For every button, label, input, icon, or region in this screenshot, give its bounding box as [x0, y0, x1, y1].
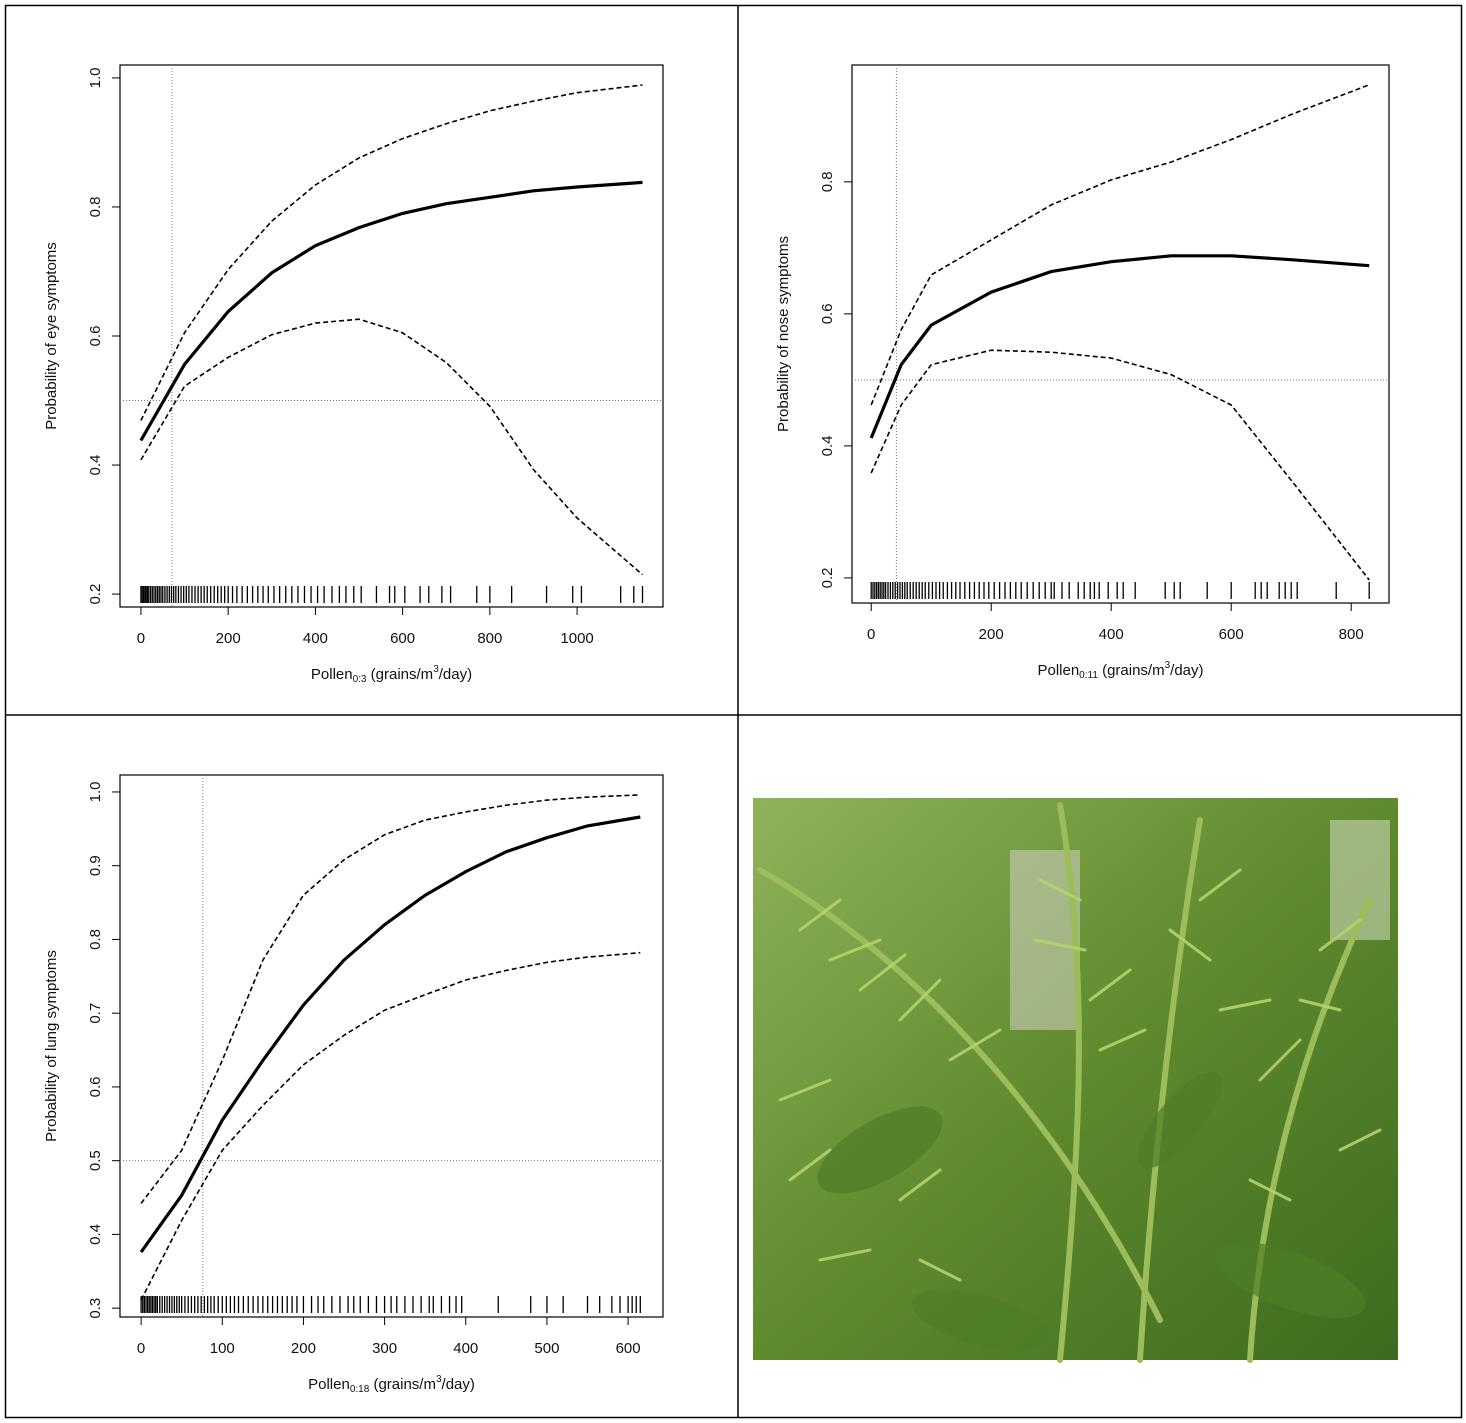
y-axis-label: Probability of lung symptoms [43, 950, 60, 1142]
x-tick-label: 300 [372, 1340, 397, 1357]
chart-panel: 0.2 0.4 0.6 0.8 0 200 400 600 800 Probability of … [775, 64, 1390, 681]
plot-box [119, 64, 664, 608]
y-tick-label: 0.8 [87, 197, 104, 218]
x-tick-label: 200 [979, 626, 1004, 643]
x-tick-label: 1000 [560, 630, 593, 647]
x-tick-label: 100 [210, 1340, 235, 1357]
x-axis-label: Pollen0:18 (grains/m3/day) [308, 1374, 475, 1395]
x-label-superscript: 3 [436, 1374, 442, 1385]
confidence-band [140, 318, 644, 576]
y-tick-label: 0.8 [819, 171, 836, 192]
x-label-part: (grains/m [369, 1376, 436, 1393]
y-tick-label: 0.7 [87, 1003, 104, 1024]
confidence-band [140, 951, 641, 1301]
x-label-subscript: 0:3 [353, 674, 367, 685]
fit-line [139, 180, 643, 442]
x-label-part: Pollen [1037, 662, 1079, 679]
x-label-subscript: 0:11 [1079, 670, 1098, 681]
y-tick-label: 0.6 [87, 326, 104, 347]
y-tick-label: 0.4 [87, 1224, 104, 1245]
y-tick-label: 0.8 [87, 929, 104, 950]
y-tick-label: 0.3 [87, 1298, 104, 1319]
fit-line [139, 815, 641, 1254]
plot-box [119, 774, 664, 1318]
x-tick-label: 500 [534, 1340, 559, 1357]
confidence-band [140, 84, 643, 421]
x-tick-label: 600 [1219, 626, 1244, 643]
x-axis-label: Pollen0:11 (grains/m3/day) [1037, 660, 1203, 681]
y-tick-label: 0.5 [87, 1150, 104, 1171]
chart-panel: 0.2 0.4 0.6 0.8 1.0 0 200 400 600 800 1000 Probabil… [43, 64, 664, 685]
x-label-part: (grains/m [367, 666, 434, 683]
x-tick-label: 800 [477, 630, 502, 647]
x-label-part: (grains/m [1098, 662, 1165, 679]
x-tick-label: 600 [616, 1340, 641, 1357]
x-label-superscript: 3 [1165, 660, 1171, 671]
y-tick-label: 0.2 [87, 584, 104, 605]
x-tick-label: 400 [1099, 626, 1124, 643]
confidence-band [870, 349, 1370, 581]
y-tick-label: 0.4 [87, 455, 104, 476]
fit-line [869, 254, 1370, 439]
x-label-part: /day) [442, 1376, 475, 1393]
y-tick-label: 0.6 [87, 1076, 104, 1097]
confidence-band [870, 84, 1370, 406]
y-tick-label: 1.0 [87, 67, 104, 88]
y-tick-label: 0.6 [819, 303, 836, 324]
plant-photo [753, 798, 1398, 1363]
y-tick-label: 1.0 [87, 782, 104, 803]
outer-border [4, 4, 1463, 1419]
y-axis-label: Probability of nose symptoms [775, 236, 792, 432]
y-tick-label: 0.4 [819, 435, 836, 456]
x-tick-label: 0 [867, 626, 875, 643]
x-label-superscript: 3 [433, 664, 439, 675]
x-label-part: Pollen [308, 1376, 350, 1393]
x-tick-label: 200 [291, 1340, 316, 1357]
x-tick-label: 400 [303, 630, 328, 647]
x-label-part: /day) [1170, 662, 1203, 679]
x-tick-label: 800 [1339, 626, 1364, 643]
chart-panel: 0.3 0.4 0.5 0.6 0.7 0.8 0.9 1.0 0 100 200 300 400 500… [43, 774, 664, 1395]
y-axis-label: Probability of eye symptoms [43, 242, 60, 430]
x-label-subscript: 0:18 [350, 1384, 370, 1395]
x-tick-label: 0 [137, 1340, 145, 1357]
x-label-part: /day) [439, 666, 472, 683]
plot-box [851, 64, 1390, 604]
x-tick-label: 0 [137, 630, 145, 647]
x-tick-label: 600 [390, 630, 415, 647]
x-label-part: Pollen [311, 666, 353, 683]
y-tick-label: 0.9 [87, 855, 104, 876]
x-axis-label: Pollen0:3 (grains/m3/day) [311, 664, 472, 685]
x-tick-label: 200 [216, 630, 241, 647]
x-tick-label: 400 [453, 1340, 478, 1357]
y-tick-label: 0.2 [819, 567, 836, 588]
confidence-band [140, 794, 641, 1204]
